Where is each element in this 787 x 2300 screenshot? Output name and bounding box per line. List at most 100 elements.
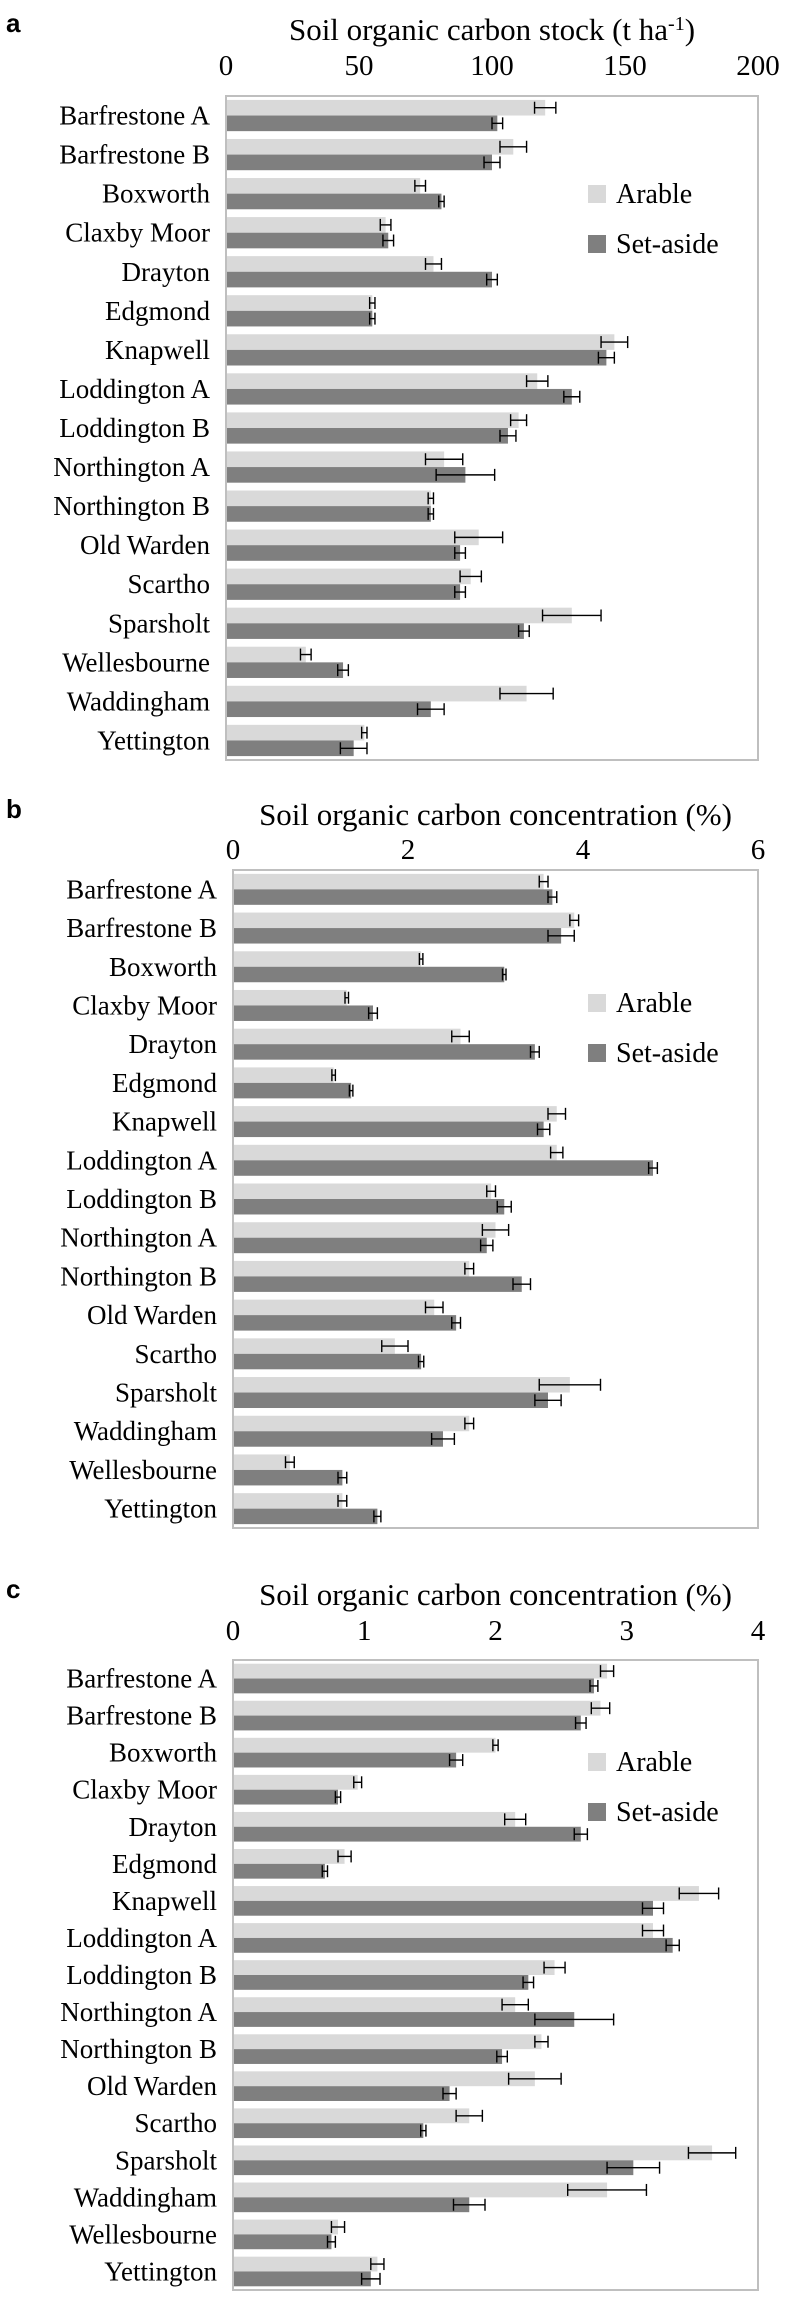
bar-set-aside <box>234 1469 343 1486</box>
bar-arable <box>234 2219 338 2235</box>
bar-set-aside <box>234 1315 457 1331</box>
panel-label: b <box>6 794 22 824</box>
bar-arable <box>234 1260 470 1277</box>
category-label: Edgmond <box>112 1849 217 1879</box>
legend-label: Set-aside <box>616 1797 719 1828</box>
category-label: Old Warden <box>80 530 211 560</box>
bar-arable <box>227 685 527 702</box>
legend-swatch <box>588 185 606 203</box>
bar-arable <box>234 1144 557 1161</box>
bar-arable <box>227 178 421 194</box>
bar-set-aside <box>234 1044 535 1060</box>
x-tick-label: 0 <box>226 1615 241 1647</box>
chart-panel-a: a Soil organic carbon stock (t ha-1) 0 50 10… <box>6 8 780 761</box>
bar-set-aside <box>234 1005 373 1021</box>
x-tick-label: 2 <box>401 834 416 866</box>
category-label: Yettington <box>104 2256 217 2286</box>
category-label: Northington A <box>60 1223 217 1253</box>
bar-arable <box>234 1663 608 1679</box>
bar-arable <box>234 1849 345 1864</box>
bar-set-aside <box>234 889 553 905</box>
category-label: Yettington <box>97 725 210 755</box>
bar-arable <box>234 1299 435 1316</box>
bar-arable <box>227 529 479 546</box>
category-label: Barfrestone A <box>66 1664 217 1694</box>
bar-set-aside <box>234 2012 575 2027</box>
bar-arable <box>227 568 471 585</box>
bar-set-aside <box>234 2234 332 2250</box>
bar-set-aside <box>234 1975 529 1990</box>
bar-arable <box>227 412 519 428</box>
bar-set-aside <box>227 662 344 678</box>
bar-arable <box>227 295 373 311</box>
bar-set-aside <box>234 2049 503 2064</box>
plot-frame <box>232 869 759 1529</box>
bar-arable <box>227 451 445 468</box>
category-label: Scartho <box>128 569 210 599</box>
bar-arable <box>227 99 546 116</box>
bar-arable <box>234 2182 608 2198</box>
chart-panel-b: b Soil organic carbon concentration (%) 0 2… <box>6 794 765 1529</box>
category-label: Sparsholt <box>115 1378 218 1408</box>
x-tick-label: 4 <box>576 834 591 866</box>
x-tick-label: 50 <box>345 50 374 82</box>
bar-set-aside <box>234 2271 371 2287</box>
bar-set-aside <box>227 310 373 327</box>
x-tick-label: 200 <box>736 50 780 82</box>
panel-label: a <box>6 8 21 38</box>
bar-arable <box>234 1700 601 1716</box>
bar-arable <box>234 1183 492 1199</box>
category-label: Northington B <box>53 491 210 521</box>
bar-arable <box>234 2071 535 2087</box>
bar-arable <box>234 1886 699 1901</box>
legend-label: Arable <box>616 1747 692 1778</box>
bar-set-aside <box>227 584 461 600</box>
bar-arable <box>234 1106 557 1122</box>
bar-arable <box>234 1923 653 1938</box>
bar-arable <box>234 1222 496 1238</box>
bar-arable <box>234 1028 461 1045</box>
bar-arable <box>227 334 615 350</box>
category-label: Northington A <box>60 1997 217 2027</box>
legend-label: Set-aside <box>616 229 719 260</box>
bar-set-aside <box>227 467 466 483</box>
legend-swatch <box>588 994 606 1012</box>
bar-set-aside <box>227 193 442 210</box>
category-label: Drayton <box>122 257 211 287</box>
bar-set-aside <box>234 928 562 944</box>
category-label: Old Warden <box>87 2071 218 2101</box>
category-label: Boxworth <box>102 179 211 209</box>
category-label: Loddington A <box>66 1923 217 1953</box>
bar-set-aside <box>234 1937 673 1953</box>
x-tick-label: 0 <box>219 50 234 82</box>
category-label: Boxworth <box>109 952 218 982</box>
legend-label: Arable <box>616 179 692 210</box>
bar-set-aside <box>227 115 498 132</box>
bar-arable <box>234 873 544 890</box>
category-label: Knapwell <box>112 1886 217 1916</box>
bar-set-aside <box>234 2197 470 2213</box>
category-label: Barfrestone B <box>66 913 217 943</box>
x-tick-label: 100 <box>470 50 514 82</box>
category-label: Knapwell <box>112 1107 217 1137</box>
category-label: Northington B <box>60 2034 217 2064</box>
bar-arable <box>234 2108 470 2124</box>
category-label: Wellesbourne <box>69 1455 217 1485</box>
bar-set-aside <box>234 1082 352 1099</box>
bar-set-aside <box>234 1678 594 1694</box>
bar-set-aside <box>234 2123 424 2139</box>
category-label: Barfrestone B <box>59 140 210 170</box>
x-tick-label: 4 <box>751 1615 766 1647</box>
category-label: Loddington B <box>66 1184 217 1214</box>
x-tick-label: 150 <box>603 50 647 82</box>
bar-arable <box>234 1811 516 1827</box>
bar-arable <box>234 2034 542 2050</box>
bar-set-aside <box>234 1715 581 1731</box>
bar-arable <box>227 607 572 624</box>
bar-set-aside <box>234 1900 653 1916</box>
chart-title: Soil organic carbon concentration (%) <box>259 797 732 832</box>
bar-set-aside <box>234 1237 487 1254</box>
bar-set-aside <box>234 1826 581 1842</box>
category-label: Northington A <box>53 452 210 482</box>
bar-arable <box>234 951 422 967</box>
